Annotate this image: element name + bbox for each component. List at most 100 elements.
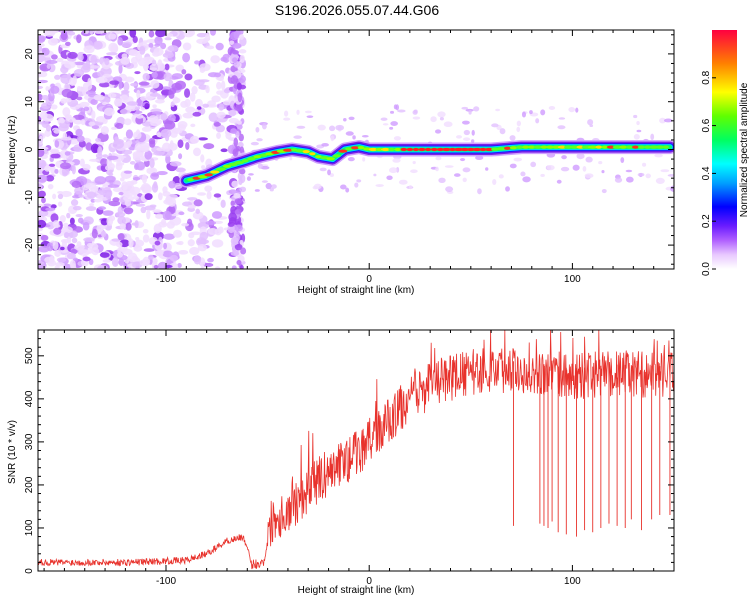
noise-blob [163,72,173,82]
noise-blob [223,88,231,94]
noise-blob [129,186,141,195]
noise-blob [142,234,150,243]
noise-blob [38,121,50,125]
noise-blob [79,158,85,167]
noise-blob [393,136,402,141]
noise-blob [98,82,111,88]
noise-blob [144,103,150,110]
noise-blob [352,135,356,140]
noise-blob [149,167,156,173]
noise-blob [162,186,168,194]
noise-blob [135,237,140,241]
noise-blob [119,108,129,115]
noise-blob [47,183,54,190]
noise-blob [199,67,206,74]
noise-blob [546,165,555,171]
noise-blob [313,183,322,190]
noise-blob [471,129,475,136]
noise-blob [214,266,221,269]
ridge-hotspot [655,145,664,149]
noise-blob [568,106,576,113]
noise-blob [236,260,242,266]
noise-blob [112,140,124,149]
noise-blob [189,92,196,102]
noise-blob [175,64,184,72]
noise-blob [197,244,207,252]
noise-blob [169,254,179,262]
noise-blob [132,35,138,43]
noise-blob [509,163,517,169]
noise-blob [185,106,196,113]
noise-blob [108,200,121,207]
noise-blob [530,161,537,168]
noise-blob [50,165,56,175]
noise-blob [102,259,111,263]
noise-blob [216,111,226,119]
noise-blob [189,135,200,144]
noise-blob [45,124,52,132]
ridge-hotspot [357,145,365,150]
noise-blob [150,172,160,180]
noise-blob [216,90,224,95]
ridge-hotspot [460,147,470,152]
noise-blob [149,93,161,97]
noise-blob [117,233,125,241]
noise-blob [89,30,94,35]
noise-blob [130,56,139,65]
noise-blob [60,66,69,74]
noise-blob [289,156,293,161]
noise-blob [181,69,187,75]
noise-blob [513,157,523,162]
noise-blob [82,221,90,231]
ridge-hotspot [527,145,536,149]
noise-blob [61,239,68,249]
noise-blob [235,102,243,112]
noise-blob [75,128,83,137]
noise-blob [40,234,49,241]
noise-blob [248,173,254,176]
noise-blob [134,163,139,170]
noise-blob [390,121,399,126]
noise-blob [254,189,260,192]
noise-blob [354,182,359,188]
noise-blob [97,70,105,78]
noise-blob [132,176,141,181]
noise-blob [52,220,60,228]
noise-blob [213,193,222,198]
colorbar-tick-label: 0.6 [701,118,712,132]
noise-blob [659,117,666,124]
noise-blob [76,34,82,44]
noise-blob [463,137,471,141]
noise-blob [109,80,120,85]
noise-blob [83,106,90,112]
ridge-hotspot [595,145,603,149]
ridge-hotspot [484,147,494,152]
noise-blob [88,65,100,69]
noise-blob [340,184,347,190]
ridge-hotspot [472,147,482,152]
noise-blob [66,252,76,260]
noise-blob [548,106,556,110]
noise-blob [94,176,107,185]
noise-blob [178,249,189,255]
ridge-hotspot [380,147,390,152]
noise-blob [183,30,194,38]
noise-blob [197,137,208,141]
noise-blob [216,81,222,90]
noise-blob [100,126,109,135]
noise-blob [139,46,146,55]
noise-blob [135,110,143,114]
noise-blob [91,228,98,239]
noise-blob [557,125,566,130]
noise-blob [156,132,162,138]
noise-blob [521,111,527,118]
noise-blob [142,56,155,62]
ridge-hotspot [197,175,208,179]
noise-blob [210,55,221,64]
noise-blob [39,111,48,120]
noise-blob [237,92,243,103]
noise-blob [153,265,159,269]
noise-blob [45,86,50,92]
noise-blob [201,165,206,170]
noise-blob [126,101,139,106]
